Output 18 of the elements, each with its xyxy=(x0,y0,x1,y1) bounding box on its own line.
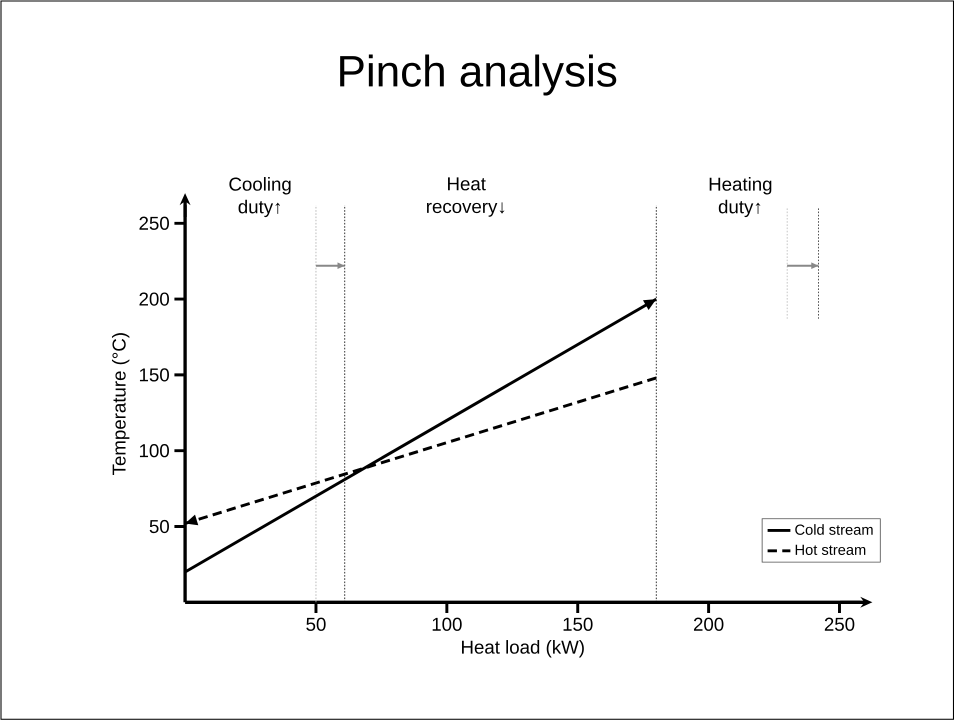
x-tick-label: 250 xyxy=(824,618,854,631)
y-tick-label: 200 xyxy=(139,292,169,306)
y-tick-label: 50 xyxy=(150,520,169,534)
y-tick-label: 150 xyxy=(140,368,169,382)
x-tick-label: 150 xyxy=(564,618,593,631)
legend-label: Cold stream xyxy=(795,524,873,535)
annotation: Heat recovery↓ xyxy=(426,177,504,217)
legend-label: Hot stream xyxy=(796,544,866,556)
annotation: Cooling duty↑ xyxy=(229,177,291,218)
annotation: Heating duty↑ xyxy=(710,177,772,218)
x-tick-label: 50 xyxy=(306,618,326,631)
x-tick-label: 100 xyxy=(432,618,462,631)
y-axis-title: Temperature (°C) xyxy=(112,333,130,476)
x-axis-title: Heat load (kW) xyxy=(462,640,584,658)
chart-title: Pinch analysis xyxy=(340,54,616,96)
x-tick-label: 200 xyxy=(694,618,724,631)
y-tick-label: 250 xyxy=(139,216,169,230)
y-tick-label: 100 xyxy=(140,444,169,458)
